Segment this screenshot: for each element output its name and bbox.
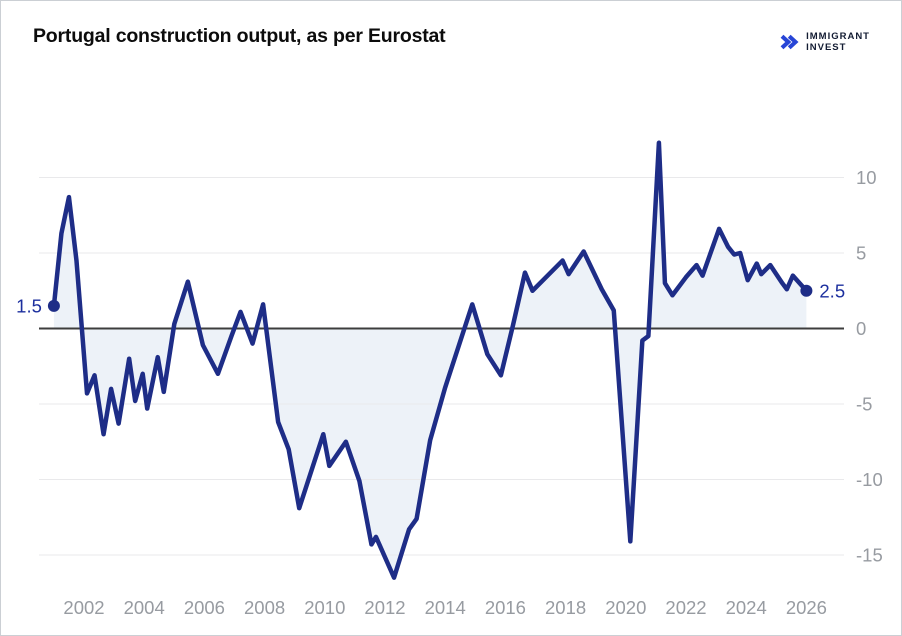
y-tick-label: -5 — [856, 394, 872, 415]
x-tick-label: 2014 — [425, 597, 466, 618]
immigrant-invest-logo: IMMIGRANT INVEST — [779, 31, 870, 53]
x-tick-label: 2004 — [124, 597, 165, 618]
area-fill — [53, 142, 807, 578]
x-tick-label: 2008 — [244, 597, 285, 618]
start-point-marker — [47, 299, 60, 312]
logo-line1: IMMIGRANT — [806, 31, 870, 42]
x-tick-label: 2010 — [304, 597, 345, 618]
y-tick-label: -10 — [856, 469, 883, 490]
double-chevron-icon — [779, 32, 799, 52]
y-tick-label: 10 — [856, 167, 877, 188]
end-point-marker — [800, 284, 813, 297]
x-tick-label: 2022 — [665, 597, 706, 618]
logo-wordmark: IMMIGRANT INVEST — [806, 31, 870, 53]
y-tick-label: 5 — [856, 243, 866, 264]
logo-line2: INVEST — [806, 42, 847, 54]
x-tick-label: 2026 — [786, 597, 827, 618]
x-tick-label: 2020 — [605, 597, 646, 618]
x-tick-label: 2012 — [364, 597, 405, 618]
start-value-label: 1.5 — [16, 295, 42, 316]
end-value-label: 2.5 — [819, 280, 845, 301]
x-tick-label: 2016 — [485, 597, 526, 618]
y-tick-label: 0 — [856, 318, 866, 339]
x-tick-label: 2006 — [184, 597, 225, 618]
page-title: Portugal construction output, as per Eur… — [33, 25, 446, 47]
data-line — [51, 140, 809, 580]
x-tick-label: 2018 — [545, 597, 586, 618]
y-tick-label: -15 — [856, 545, 883, 566]
x-tick-label: 2002 — [63, 597, 104, 618]
x-tick-label: 2024 — [726, 597, 767, 618]
